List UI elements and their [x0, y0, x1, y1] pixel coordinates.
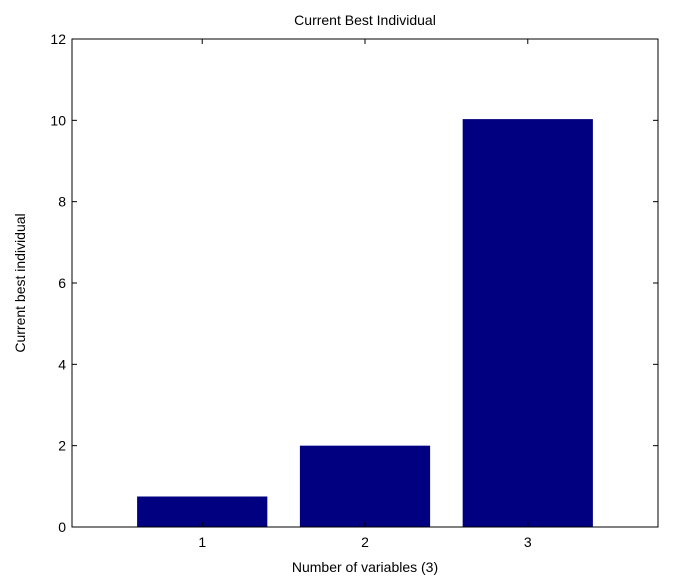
y-axis-label: Current best individual [12, 213, 28, 352]
y-tick-label: 2 [58, 438, 66, 454]
bar-3 [462, 119, 593, 527]
y-tick-label: 12 [50, 31, 66, 47]
x-tick-label: 3 [524, 534, 532, 550]
x-axis-label: Number of variables (3) [292, 559, 438, 575]
y-tick-label: 0 [58, 519, 66, 535]
bar-2 [299, 445, 431, 527]
y-tick-label: 8 [58, 194, 66, 210]
x-tick-label: 2 [361, 534, 369, 550]
y-tick-label: 10 [50, 112, 66, 128]
bar-1 [137, 496, 268, 527]
y-tick-label: 4 [58, 356, 66, 372]
x-tick-label: 1 [198, 534, 206, 550]
y-tick-label: 6 [58, 275, 66, 291]
plot-frame [71, 38, 659, 528]
chart-title: Current Best Individual [294, 12, 436, 28]
